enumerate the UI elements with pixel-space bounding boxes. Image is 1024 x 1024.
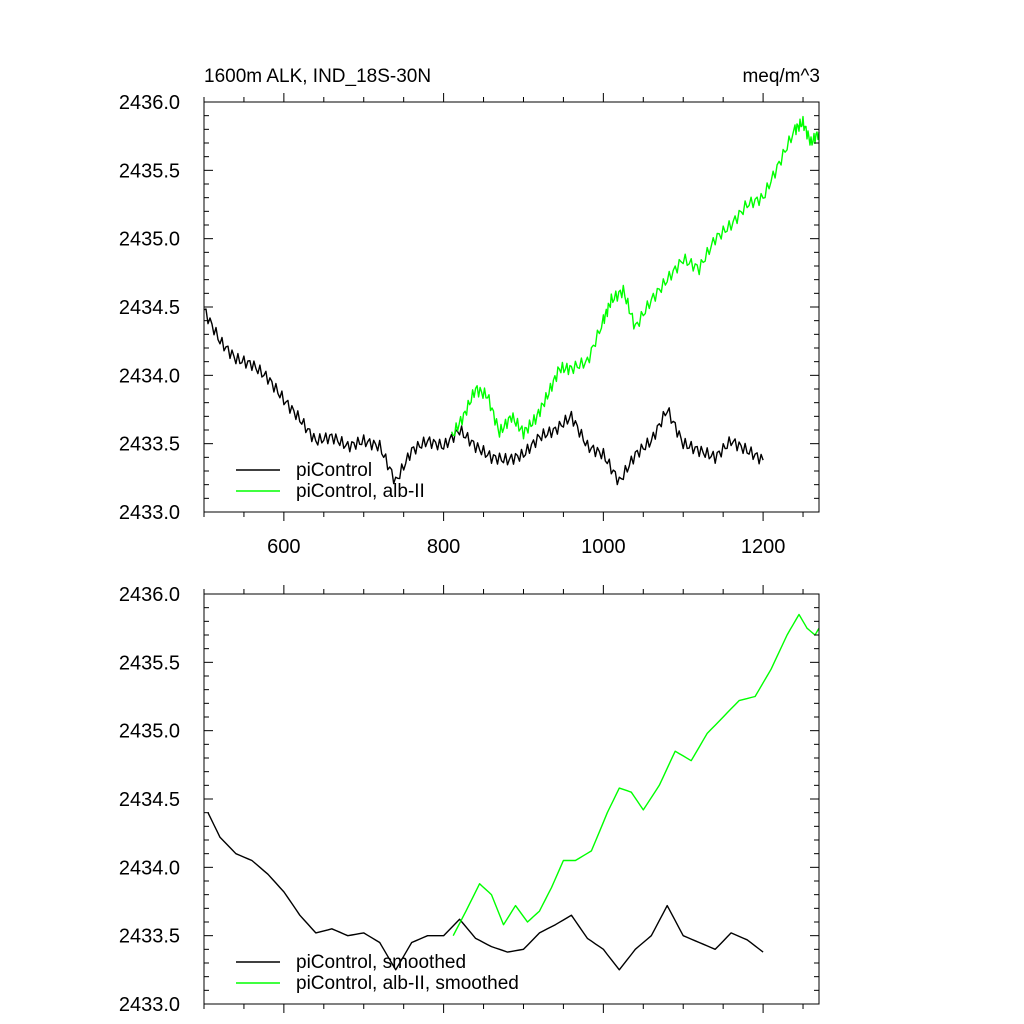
y-tick-label: 2433.0 xyxy=(119,502,180,524)
top-panel: 1600m ALK, IND_18S-30N meq/m^3 2433.0 243… xyxy=(119,66,820,558)
y-tick-label: 2434.0 xyxy=(119,857,180,879)
y-tick-label: 2434.5 xyxy=(119,297,180,319)
x-tick-label: 1000 xyxy=(581,536,626,558)
legend-label: piControl, alb-II, smoothed xyxy=(296,973,519,994)
x-tick-label: 600 xyxy=(267,536,300,558)
y-tick-label: 2434.0 xyxy=(119,365,180,387)
chart-units-label: meq/m^3 xyxy=(742,66,820,87)
y-tick-label: 2434.5 xyxy=(119,789,180,811)
series-line-picontrol xyxy=(207,812,764,971)
chart-title-left: 1600m ALK, IND_18S-30N xyxy=(204,66,431,87)
legend-label: piControl, smoothed xyxy=(296,952,466,973)
series-line-picontrol xyxy=(203,308,764,486)
legend-label: piControl, alb-II xyxy=(296,481,425,502)
series-line-picontrol-alb-ii xyxy=(452,613,820,937)
x-tick-label: 1200 xyxy=(741,536,786,558)
y-tick-label: 2435.5 xyxy=(119,652,180,674)
y-tick-label: 2436.0 xyxy=(119,92,180,114)
y-tick-label: 2433.5 xyxy=(119,434,180,456)
series-line-picontrol-alb-ii xyxy=(450,115,820,440)
plot-frame xyxy=(203,593,820,1005)
y-tick-label: 2433.0 xyxy=(119,994,180,1016)
bottom-panel: 2433.0 2433.5 2434.0 2434.5 2435.0 2435.5 2436… xyxy=(119,584,820,1016)
y-tick-label: 2436.0 xyxy=(119,584,180,606)
y-tick-label: 2435.0 xyxy=(119,721,180,743)
plot-frame xyxy=(203,101,820,513)
y-tick-label: 2433.5 xyxy=(119,926,180,948)
y-tick-label: 2435.0 xyxy=(119,229,180,251)
legend-label: piControl xyxy=(296,460,372,481)
x-tick-label: 800 xyxy=(427,536,460,558)
y-tick-label: 2435.5 xyxy=(119,160,180,182)
